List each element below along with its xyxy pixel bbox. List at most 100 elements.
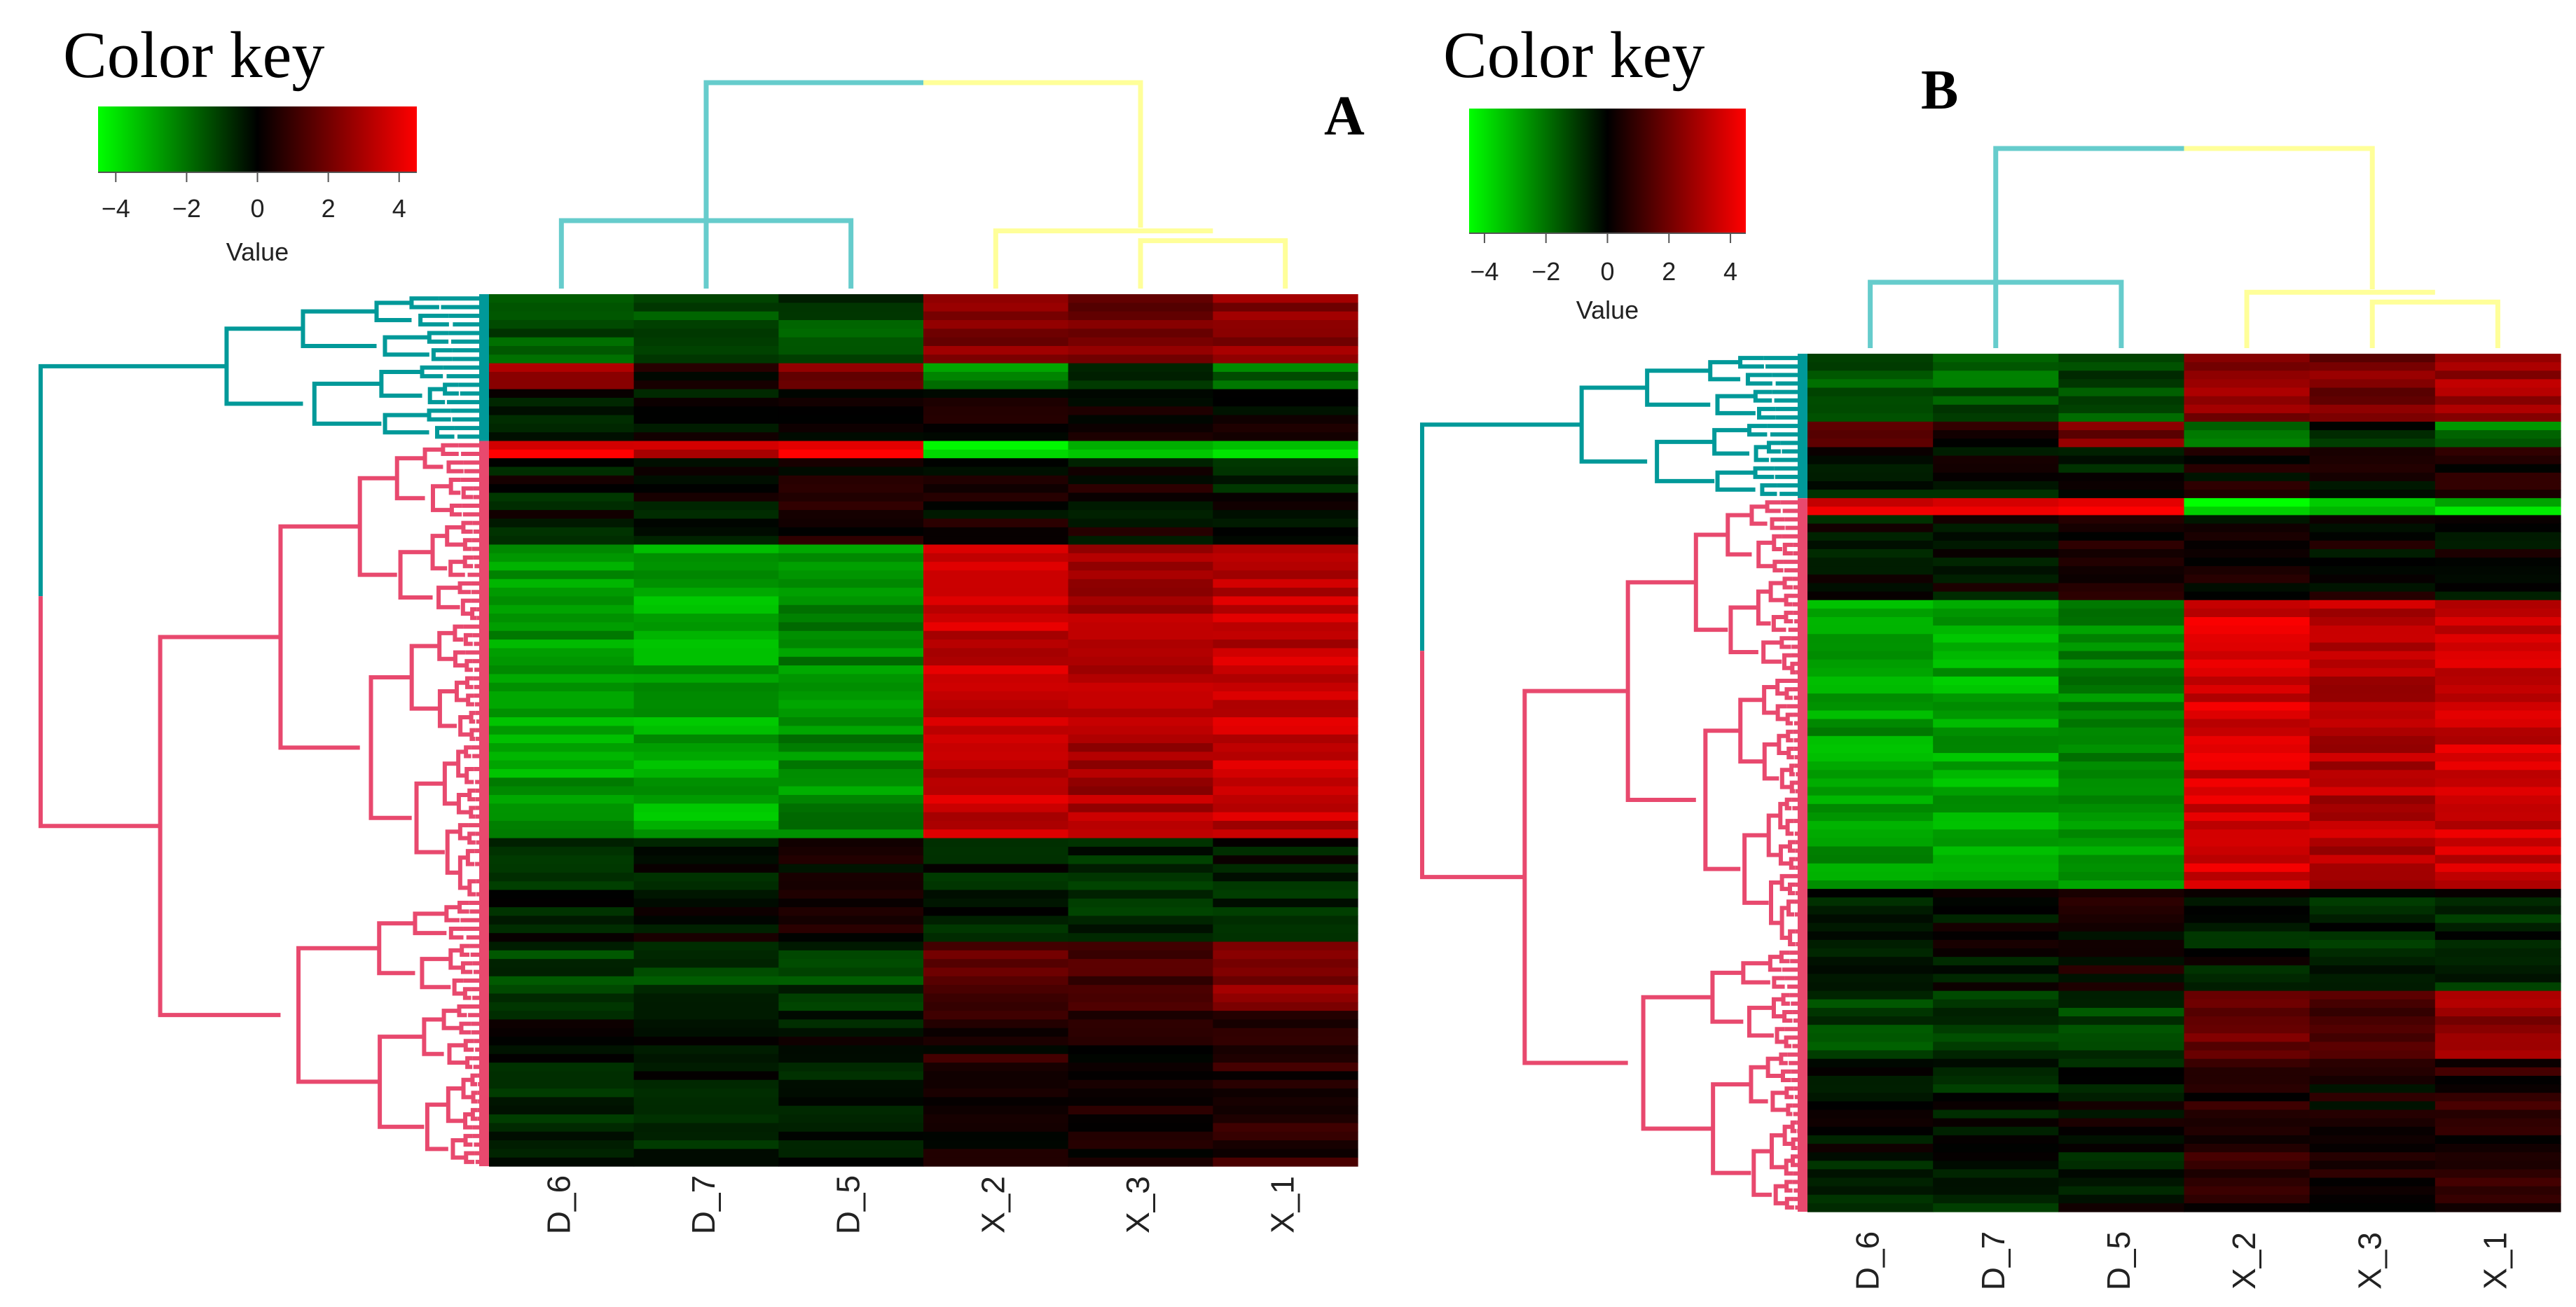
heatmap-cell (633, 1063, 779, 1072)
column-label: X_1 (2477, 1232, 2513, 1289)
heatmap-cell (633, 752, 779, 761)
heatmap-cell (1933, 693, 2059, 703)
heatmap-cell (1068, 1123, 1213, 1133)
heatmap-cell (1807, 634, 1934, 643)
dendrogram-branch (378, 1035, 425, 1129)
heatmap-cell (489, 717, 635, 726)
heatmap-cell (1933, 1007, 2059, 1017)
heatmap-cell (1933, 642, 2059, 652)
heatmap-cell (2058, 999, 2185, 1009)
heatmap-cell (1213, 1063, 1358, 1072)
dendrogram-branch (1765, 500, 1781, 513)
heatmap-cell (1213, 993, 1358, 1003)
dendrogram-branch (465, 1056, 473, 1070)
heatmap-cell (1933, 506, 2059, 516)
color-key-tick-label: −2 (172, 194, 201, 223)
dendrogram-branch (1747, 1005, 1774, 1038)
heatmap-cell (2434, 430, 2561, 439)
heatmap-cell (2184, 957, 2310, 966)
heatmap-cell (2184, 990, 2310, 1000)
heatmap-cell (633, 794, 779, 804)
dendrogram-branch (409, 296, 439, 310)
heatmap-cell (1213, 449, 1358, 459)
color-key-tick-label: 4 (392, 194, 406, 223)
heatmap-cell (2434, 676, 2561, 686)
heatmap-cell (2434, 583, 2561, 593)
heatmap-cell (1933, 1135, 2059, 1145)
heatmap-cell (1213, 1019, 1358, 1029)
heatmap-cell (1213, 1123, 1358, 1133)
heatmap-cell (2058, 761, 2185, 770)
heatmap-cell (2184, 455, 2310, 465)
heatmap-cell (1933, 1152, 2059, 1161)
heatmap-cell (489, 976, 635, 986)
heatmap-cell (1068, 371, 1213, 381)
heatmap-cell (778, 993, 924, 1003)
dendrogram-branch (457, 901, 469, 914)
heatmap-cell (2184, 795, 2310, 805)
heatmap-cell (489, 1097, 635, 1107)
dendrogram-branch (1742, 833, 1769, 905)
heatmap-cell (1933, 719, 2059, 728)
heatmap-cell (2434, 880, 2561, 890)
heatmap-cell (1068, 665, 1213, 675)
heatmap-cell (1213, 1140, 1358, 1149)
dendrogram-branch (1782, 1009, 1793, 1023)
heatmap-cell (1213, 579, 1358, 588)
heatmap-cell (2184, 1161, 2310, 1170)
heatmap-cell (489, 484, 635, 494)
color-key-bar (1469, 109, 1746, 233)
heatmap-cell (2184, 1203, 2310, 1212)
heatmap-cell (489, 985, 635, 995)
dendrogram-branch (430, 534, 448, 571)
heatmap-cell (1807, 829, 1934, 838)
heatmap-cell (2184, 931, 2310, 941)
heatmap-cell (1933, 540, 2059, 550)
heatmap-cell (1068, 734, 1213, 744)
heatmap-cell (2434, 642, 2561, 652)
heatmap-cell (923, 708, 1069, 718)
heatmap-cell (2184, 838, 2310, 848)
heatmap-cell (923, 1079, 1069, 1089)
heatmap-cell (923, 1097, 1069, 1107)
heatmap-cell (489, 768, 635, 778)
heatmap-cell (2184, 1007, 2310, 1017)
heatmap-cell (633, 985, 779, 995)
heatmap-cell (2309, 1042, 2436, 1051)
heatmap-cell (923, 803, 1069, 813)
heatmap-cell (1933, 727, 2059, 737)
heatmap-cell (633, 432, 779, 442)
heatmap-cell (2434, 668, 2561, 677)
heatmap-cell (1933, 387, 2059, 397)
heatmap-cell (778, 596, 924, 606)
heatmap-cell (1933, 515, 2059, 525)
heatmap-cell (1933, 379, 2059, 389)
heatmap-cell (489, 890, 635, 899)
heatmap-cell (923, 1019, 1069, 1029)
dendrogram-branch (1728, 605, 1758, 655)
dendrogram-branch (1772, 534, 1782, 551)
heatmap-cell (1213, 423, 1358, 433)
heatmap-cell (2309, 761, 2436, 770)
heatmap-cell (1068, 562, 1213, 572)
color-key-tick-label: 2 (1662, 257, 1676, 286)
heatmap-cell (2058, 1143, 2185, 1153)
heatmap-cell (2434, 1186, 2561, 1196)
heatmap-cell (489, 820, 635, 830)
heatmap-cell (2309, 939, 2436, 949)
heatmap-cell (1933, 625, 2059, 635)
heatmap-cell (2434, 846, 2561, 856)
heatmap-cell (2309, 413, 2436, 422)
heatmap-cell (1213, 812, 1358, 822)
heatmap-cell (2434, 1169, 2561, 1179)
heatmap-cell (923, 449, 1069, 459)
heatmap-cell (633, 466, 779, 476)
heatmap-cell (2309, 387, 2436, 397)
heatmap-cell (2184, 515, 2310, 525)
heatmap-cell (1213, 484, 1358, 494)
dendrogram-branch (420, 957, 451, 990)
heatmap-cell (633, 950, 779, 960)
heatmap-cell (2058, 1152, 2185, 1161)
heatmap-cell (778, 742, 924, 752)
dendrogram-branch (1785, 712, 1793, 726)
